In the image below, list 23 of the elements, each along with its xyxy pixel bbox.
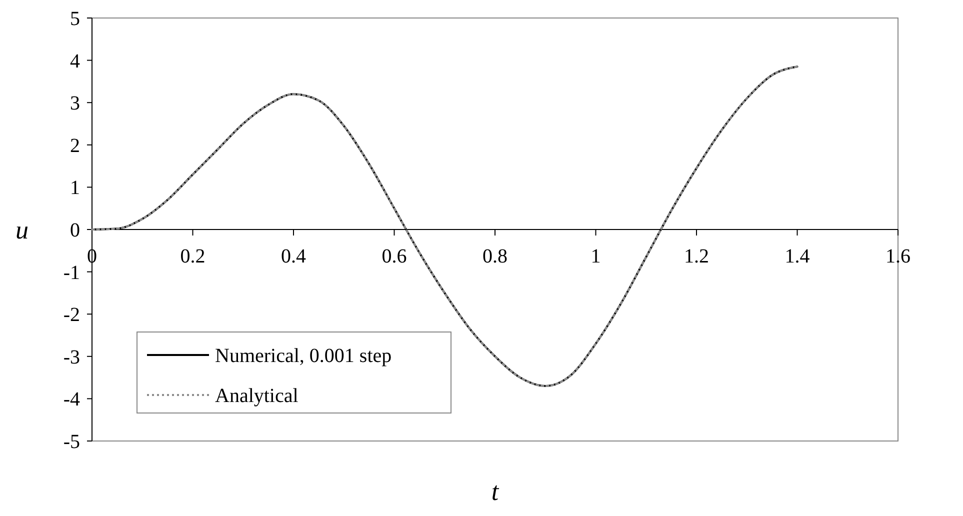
- x-axis-title: t: [491, 477, 500, 506]
- x-tick-label: 0.8: [482, 246, 508, 268]
- y-tick-label: -5: [63, 431, 80, 453]
- y-tick-label: -2: [63, 304, 80, 326]
- y-tick-label: 4: [70, 50, 80, 72]
- y-tick-label: -1: [63, 262, 80, 284]
- y-axis-title: u: [16, 216, 28, 245]
- y-tick-label: 2: [70, 134, 80, 157]
- x-tick-label: 1: [590, 246, 601, 268]
- y-tick-label: -3: [63, 346, 80, 368]
- y-tick-label: 0: [70, 220, 80, 242]
- legend-label: Numerical, 0.001 step: [215, 345, 392, 367]
- y-tick-label: 1: [70, 177, 80, 200]
- x-tick-label: 0.2: [180, 246, 206, 268]
- legend-label: Analytical: [215, 385, 299, 407]
- x-tick-label: 1.2: [684, 246, 709, 268]
- x-tick-label: 1.6: [886, 246, 910, 268]
- y-tick-label: -4: [63, 388, 80, 411]
- y-tick-label: 3: [70, 92, 80, 115]
- x-tick-label: 1.4: [784, 246, 810, 268]
- x-tick-label: 0.6: [382, 246, 407, 268]
- x-tick-label: 0.4: [281, 246, 306, 268]
- y-tick-label: 5: [70, 8, 80, 30]
